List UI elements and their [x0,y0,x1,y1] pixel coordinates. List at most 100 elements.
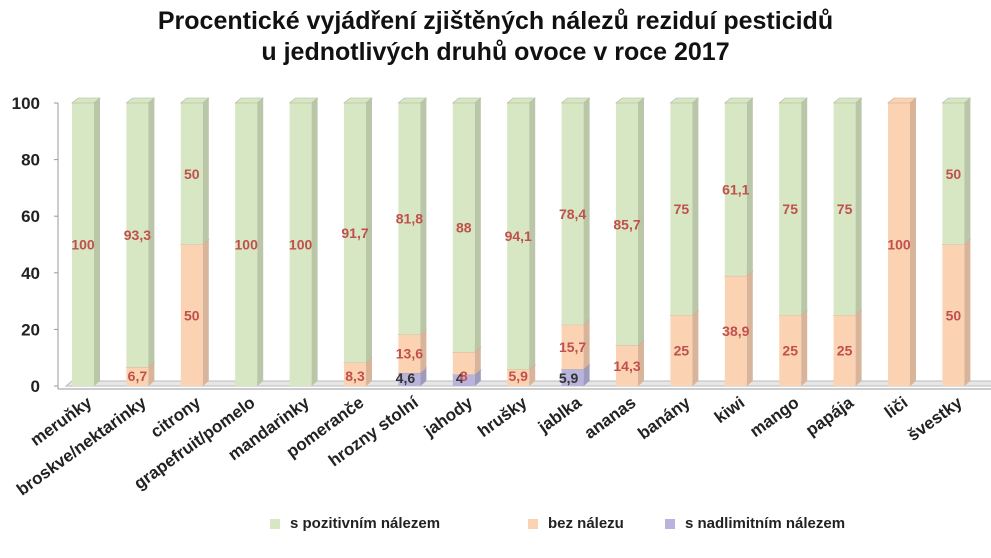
bar-10-series-2-side [583,319,590,370]
bar-2-series-2 [126,367,149,386]
bar-6-series-3-top [343,97,373,104]
data-label-12-series-3: 75 [674,201,690,217]
bar-9-series-3 [507,103,530,370]
bar-14-series-2-side [801,310,808,386]
bar-10-series-2 [561,324,584,370]
data-label-1-series-3: 100 [71,237,95,253]
bar-2-series-3-side [148,98,155,368]
bar-14-series-3-side [801,98,808,316]
bar-7-series-3 [398,103,421,335]
bar-7-series-1-side [420,367,427,386]
bar-17-series-3-top [941,97,972,104]
bar-7-series-3-top [397,97,428,104]
data-label-9-series-2: 5,9 [508,368,528,384]
bar-16-series-2 [888,103,910,386]
bar-15-series-3-side [855,98,862,316]
data-label-10-series-2: 15,7 [559,339,586,355]
y-tick-label-100: 100 [12,94,40,113]
data-label-8-series-3: 88 [456,220,472,236]
legend-label-no-finding: bez nálezu [548,515,624,532]
bar-2-series-3 [126,103,149,368]
bar-1-series-3-side [94,98,100,386]
bar-4-series-3 [235,103,258,386]
bar-9-series-3-top [506,97,537,104]
data-label-16-series-2: 100 [887,237,911,253]
legend-swatch-no-finding [528,518,538,529]
bar-11-series-3 [616,103,638,346]
category-label-14: mango [746,393,802,441]
bar-11-series-3-top [615,97,645,104]
legend-label-over-limit: s nadlimitním nálezem [685,515,846,532]
legend-swatch-positive [270,518,280,529]
category-label-10: jablka [534,393,585,438]
data-label-2-series-2: 6,7 [128,368,148,384]
bar-12-series-2-side [692,310,699,386]
y-tick-label-20: 20 [21,320,40,339]
data-label-7-series-2: 13,6 [396,346,423,362]
bar-11-series-3-side [638,98,644,346]
category-label-9: hrušky [474,393,531,441]
data-label-6-series-3: 91,7 [341,225,368,241]
bar-8-series-3 [452,103,475,353]
category-label-11: ananas [581,393,640,443]
data-label-2-series-3: 93,3 [124,227,151,243]
bar-7-series-1 [398,372,421,386]
chart-title: Procentické vyjádření zjištěných nálezů … [0,6,991,68]
data-label-12-series-2: 25 [674,343,690,359]
bar-8-series-3-side [474,98,481,353]
bar-9-series-3-side [529,98,536,370]
data-label-13-series-3: 61,1 [722,181,749,197]
y-tick-label-40: 40 [21,264,40,283]
bar-10-series-3-top [560,97,591,104]
bar-9-series-2 [507,369,530,386]
bar-2-series-3-top [125,97,156,104]
data-label-7-series-1: 4,6 [396,370,416,386]
data-label-15-series-3: 75 [837,201,853,217]
bar-17-series-3-side [964,98,971,245]
data-label-3-series-3: 50 [184,166,200,182]
bar-13-series-3-top [723,97,754,104]
bar-3-series-2-side [202,239,209,386]
bar-13-series-2-side [746,270,753,386]
bar-12-series-3-side [692,98,699,316]
bar-13-series-2 [724,275,747,386]
category-label-8: jahody [420,393,477,441]
bar-10-series-1 [561,369,584,386]
category-label-16: liči [881,393,911,422]
data-label-11-series-3: 85,7 [613,216,640,232]
category-label-12: banány [634,393,694,444]
bar-10-series-1-side [583,364,590,386]
data-label-10-series-3: 78,4 [559,206,586,222]
bar-6-series-3-side [366,98,372,363]
data-label-9-series-3: 94,1 [505,228,532,244]
data-label-6-series-2: 8,3 [345,368,365,384]
data-label-11-series-2: 14,3 [613,358,640,374]
data-label-17-series-2: 50 [946,307,962,323]
bar-12-series-3-top [669,97,700,104]
bar-15-series-2-side [855,310,862,386]
data-label-4-series-3: 100 [235,237,259,253]
bar-11-series-2 [616,345,638,386]
bar-4-series-3-top [234,97,265,104]
category-label-13: kiwi [711,393,748,427]
bar-1-series-3 [72,103,94,386]
legend-item-no-finding: bez nálezu [528,515,624,532]
legend-swatch-over-limit [665,518,675,529]
bar-15-series-2 [833,315,856,386]
bar-7-series-3-side [420,98,427,335]
legend: s pozitivním nálezem bez nálezu s nadlim… [0,515,991,539]
data-label-13-series-2: 38,9 [722,323,749,339]
y-tick-label-80: 80 [21,151,40,170]
bar-5-series-3-side [311,98,318,386]
bar-8-series-2-side [474,347,481,375]
bar-8-series-3-top [451,97,482,104]
bar-17-series-2 [942,244,965,386]
bar-1-series-3-top [71,97,101,104]
legend-item-positive: s pozitivním nálezem [270,515,440,532]
bar-6-series-3 [344,103,366,363]
bar-14-series-2 [779,315,802,386]
bar-12-series-2 [670,315,693,386]
bar-14-series-3 [779,103,802,316]
bar-10-series-3 [561,103,584,325]
